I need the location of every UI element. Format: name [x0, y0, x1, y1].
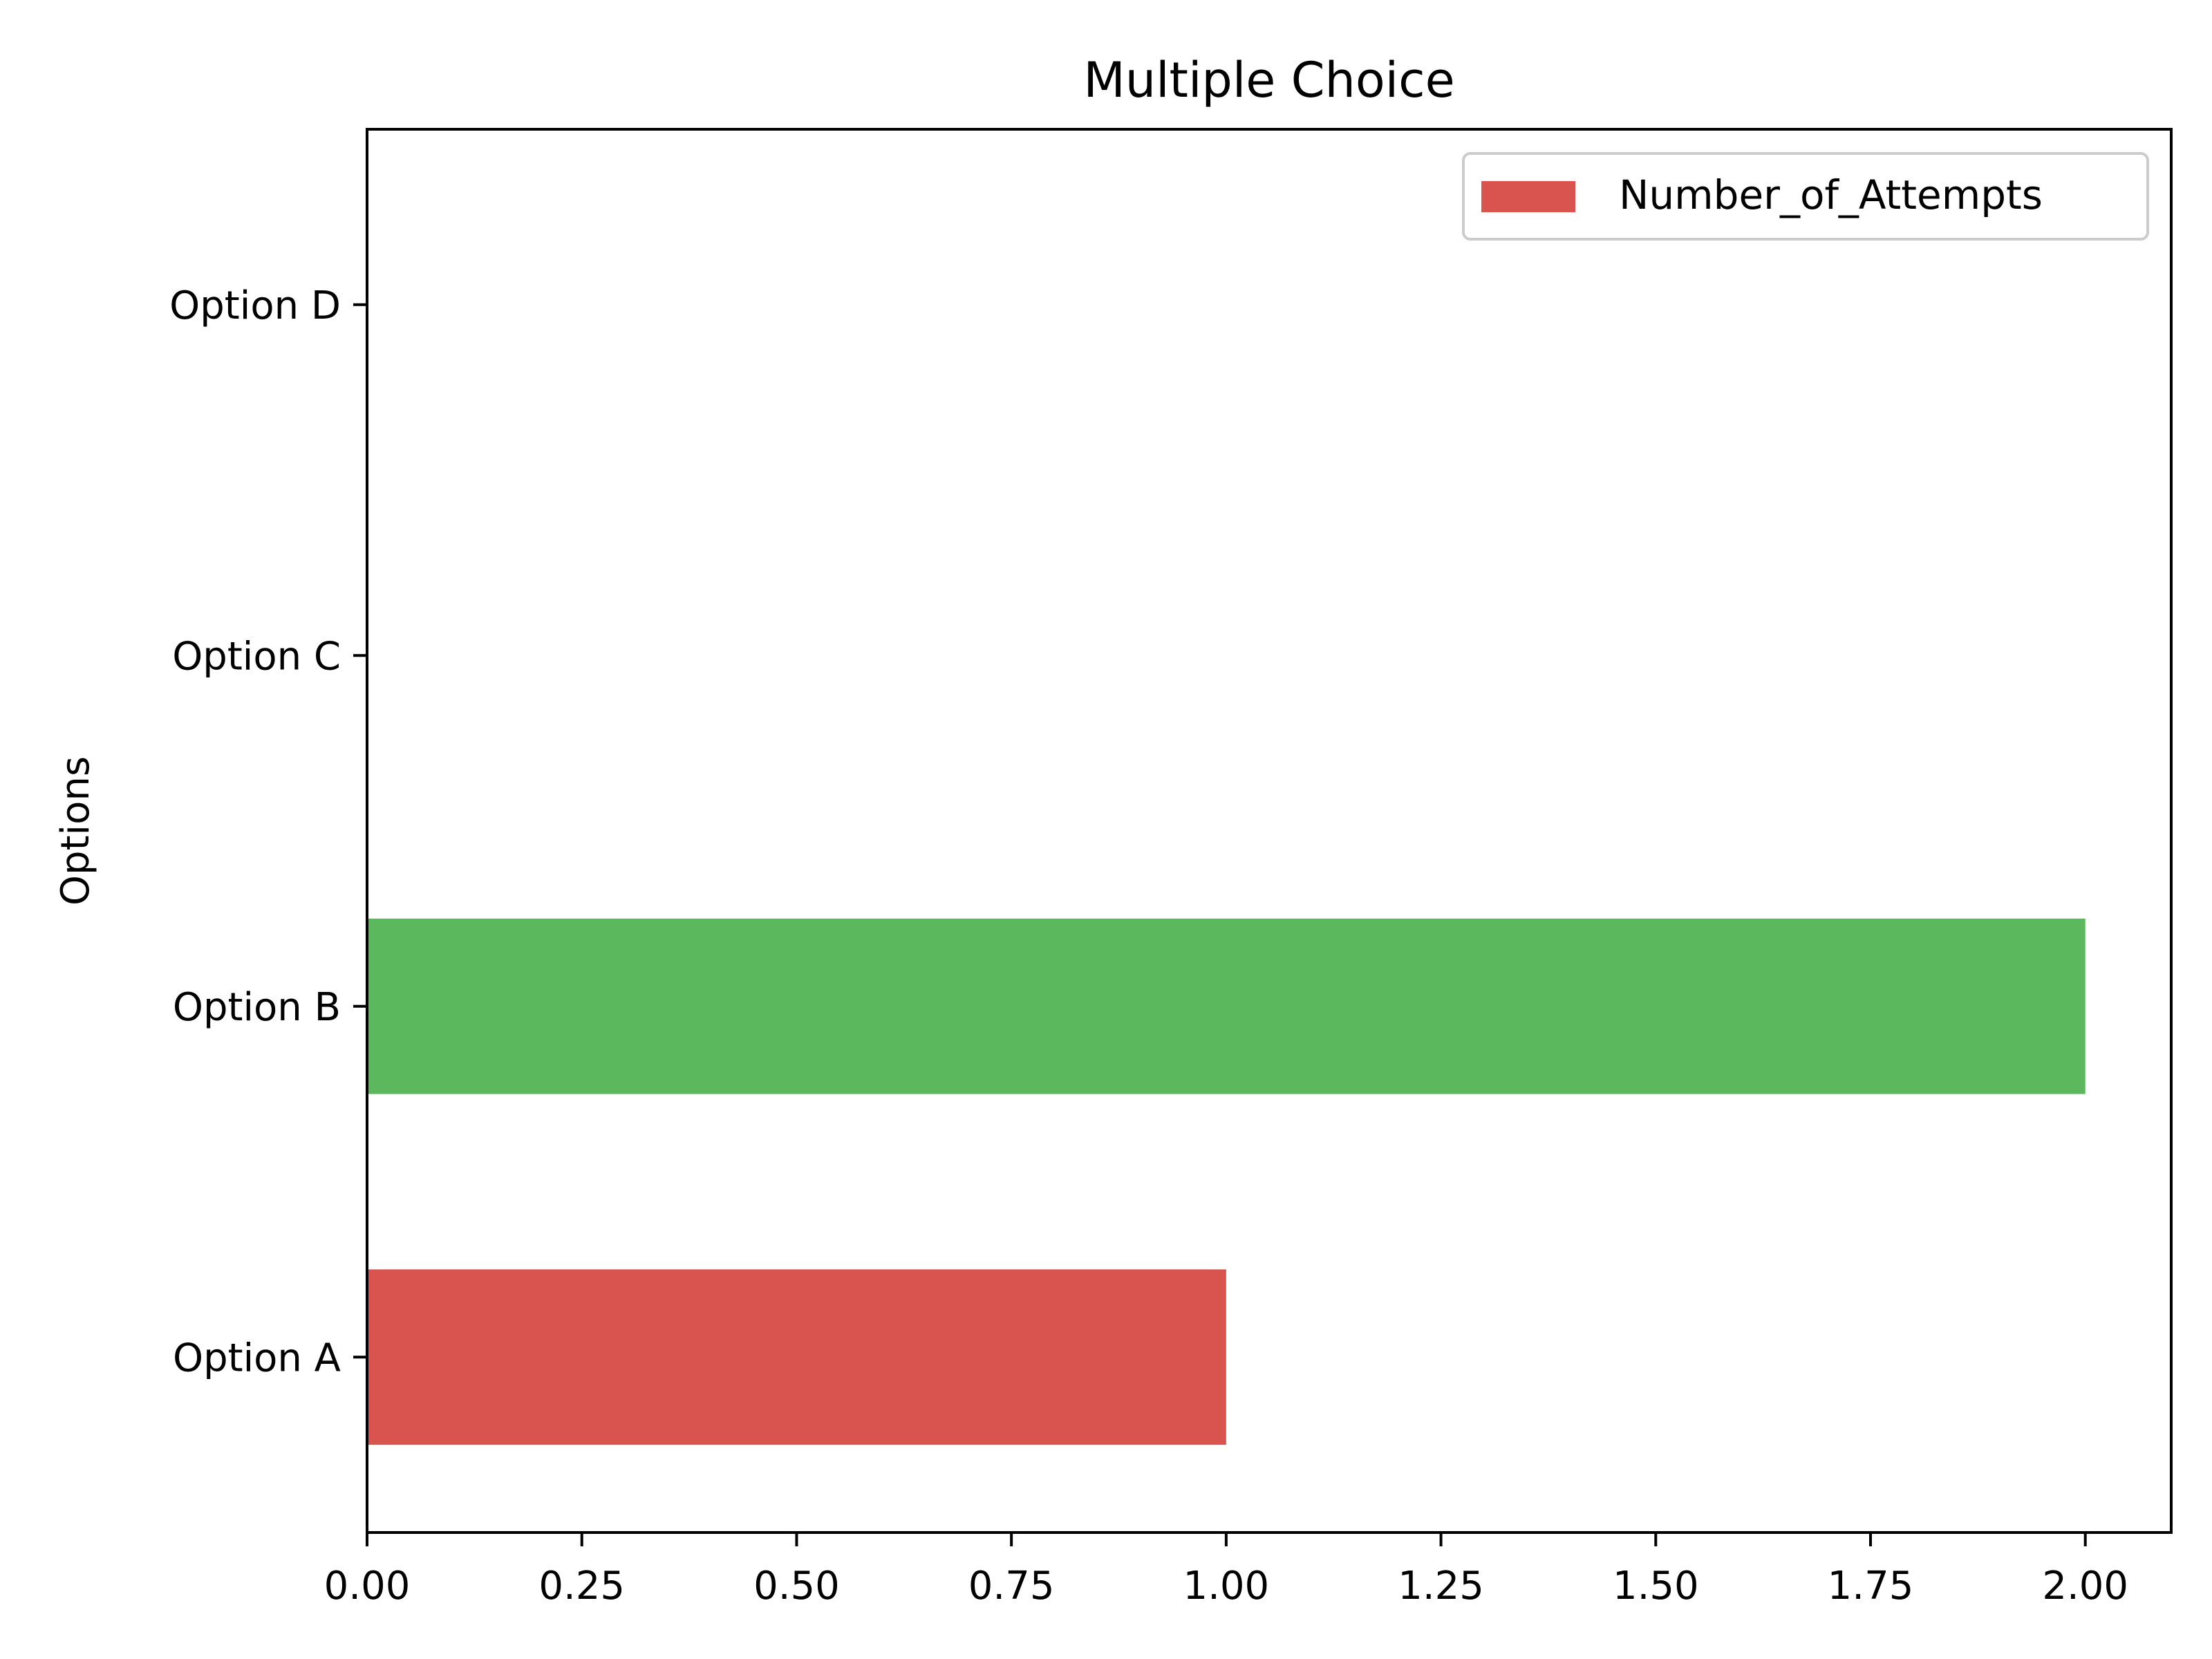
legend-box: [1462, 152, 2149, 241]
x-tick-label: 0.25: [538, 1564, 625, 1609]
x-tick-label: 2.00: [2042, 1564, 2128, 1609]
bar-option-b: [367, 918, 2086, 1094]
x-tick-label: 0.00: [324, 1564, 411, 1609]
y-tick-label: Option B: [173, 985, 341, 1030]
y-tick-label: Option A: [173, 1335, 341, 1380]
x-tick-label: 1.25: [1398, 1564, 1484, 1609]
x-tick-label: 1.75: [1828, 1564, 1914, 1609]
y-axis-label: Options: [53, 756, 98, 906]
chart-title: Multiple Choice: [1083, 52, 1454, 109]
x-tick-label: 0.75: [968, 1564, 1055, 1609]
y-tick-label: Option C: [172, 634, 341, 679]
legend-label: Number_of_Attempts: [1619, 171, 2043, 218]
legend-swatch: [1481, 181, 1575, 212]
x-tick-label: 1.00: [1183, 1564, 1270, 1609]
bar-option-a: [367, 1269, 1226, 1445]
x-tick-label: 0.50: [753, 1564, 840, 1609]
x-tick-label: 1.50: [1613, 1564, 1699, 1609]
legend: Number_of_Attempts: [1462, 152, 2149, 241]
plot-frame: [366, 128, 2173, 1534]
y-tick-label: Option D: [169, 283, 341, 328]
